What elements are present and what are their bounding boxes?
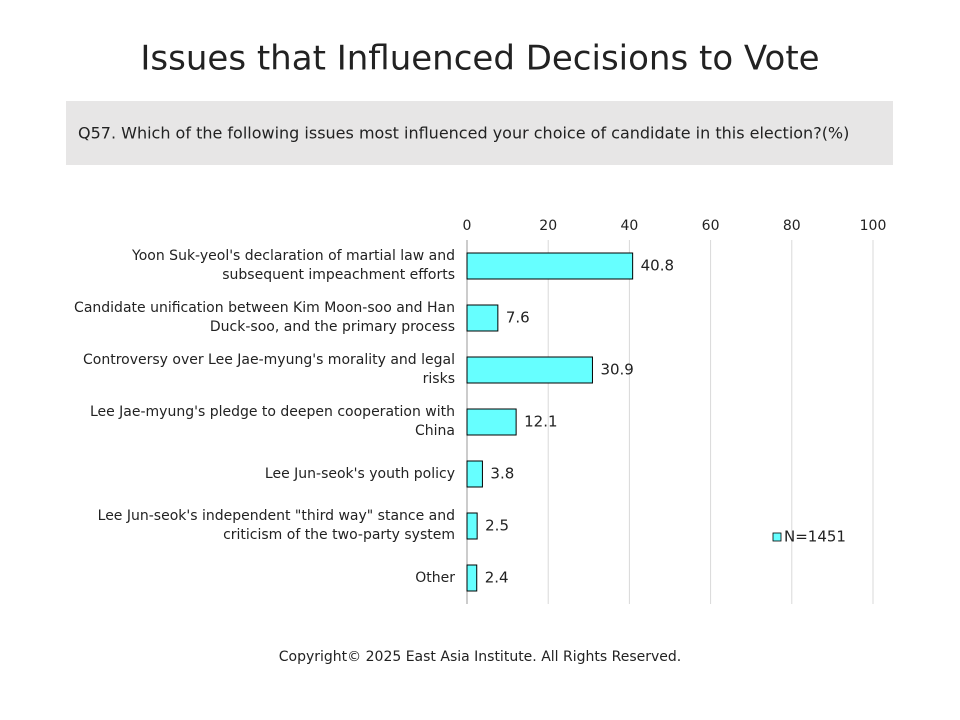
y-tick-label: Lee Jae-myung's pledge to deepen coopera… (89, 404, 455, 439)
value-label: 30.9 (600, 361, 633, 379)
x-tick-label: 100 (860, 218, 887, 234)
value-label: 40.8 (641, 257, 674, 275)
bar (466, 512, 478, 540)
y-tick-label: Yoon Suk-yeol's declaration of martial l… (132, 248, 455, 283)
bar (466, 252, 634, 280)
y-tick-label: Controversy over Lee Jae-myung's moralit… (82, 352, 455, 387)
y-tick-label: Candidate unification between Kim Moon-s… (74, 300, 455, 335)
bar (466, 304, 499, 332)
bar (466, 564, 478, 592)
bar (466, 356, 593, 384)
bar (466, 460, 483, 488)
y-tick-label: Lee Jun-seok's independent "third way" s… (97, 508, 455, 543)
legend-swatch (772, 532, 782, 542)
y-tick-label: Lee Jun-seok's youth policy (264, 465, 455, 482)
subtitle-box (66, 101, 893, 165)
footer: Copyright© 2025 East Asia Institute. All… (279, 649, 681, 665)
x-tick-label: 60 (702, 218, 720, 234)
x-tick-label: 0 (463, 218, 472, 234)
value-label: 7.6 (506, 309, 530, 327)
bar (466, 408, 517, 436)
x-tick-label: 20 (539, 218, 557, 234)
legend-label: N=1451 (784, 528, 846, 546)
value-label: 2.4 (485, 569, 509, 587)
y-tick-label: Other (415, 569, 455, 586)
value-label: 3.8 (490, 465, 514, 483)
value-label: 2.5 (485, 517, 509, 535)
value-label: 12.1 (524, 413, 557, 431)
chart-subtitle: Q57. Which of the following issues most … (78, 124, 849, 143)
x-tick-label: 40 (620, 218, 638, 234)
chart-title: Issues that Influenced Decisions to Vote (140, 39, 819, 79)
x-tick-label: 80 (783, 218, 801, 234)
